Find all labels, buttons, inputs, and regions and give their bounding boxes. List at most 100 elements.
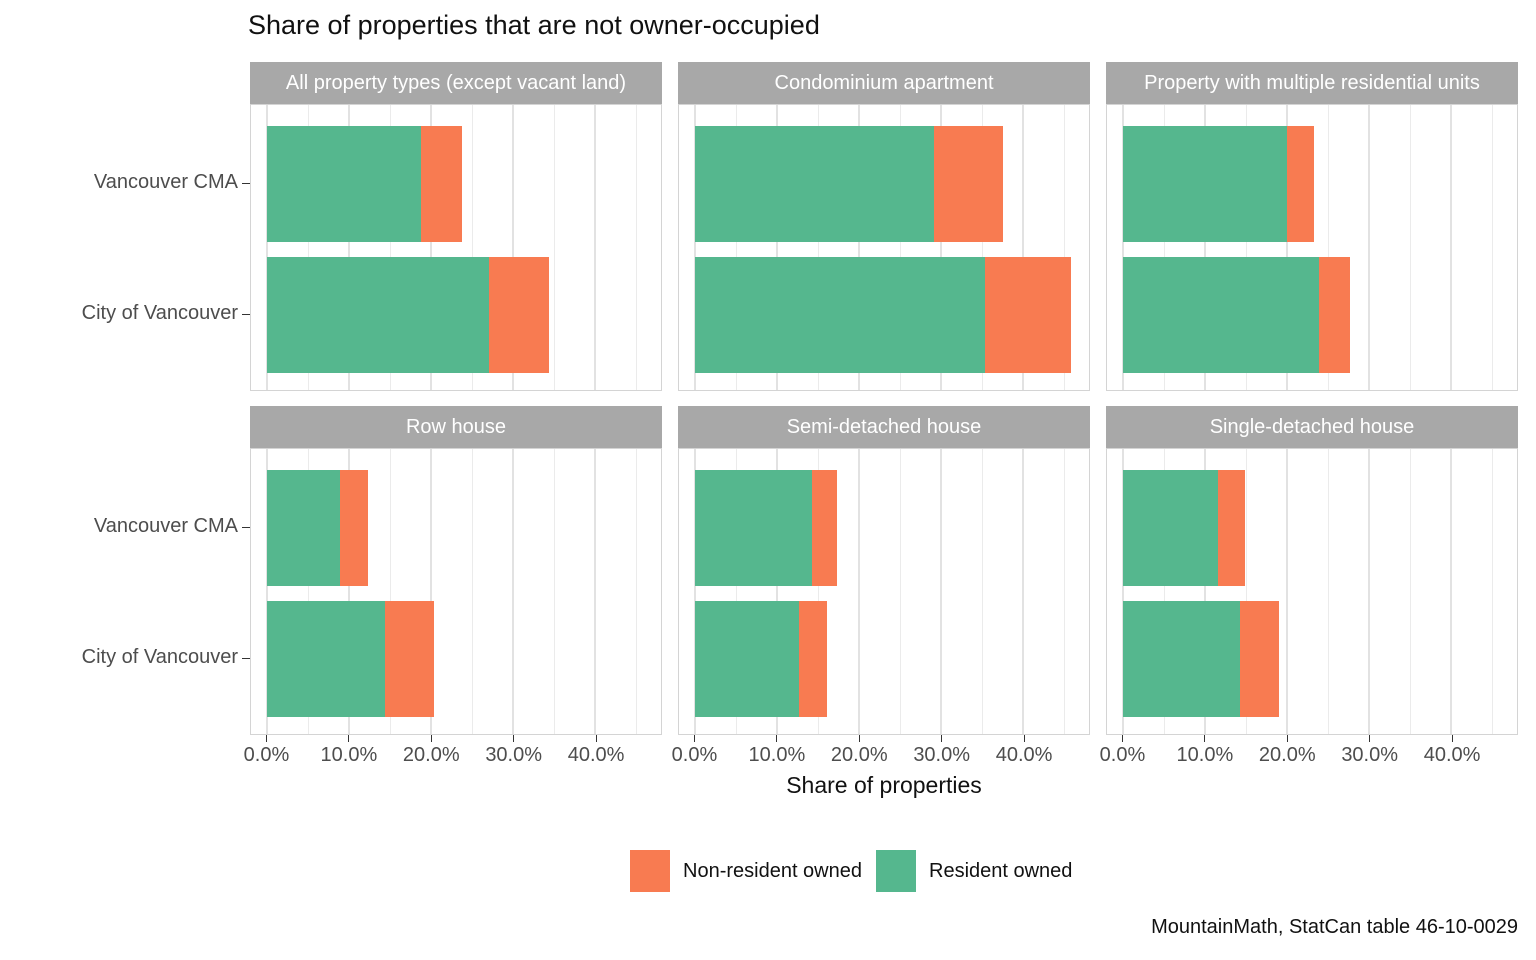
major-gridline [512, 105, 515, 390]
facet-strip-label: Condominium apartment [678, 62, 1090, 104]
non-resident-owned-segment [385, 601, 434, 717]
x-axis-col-1: 0.0% 10.0% 20.0% 30.0% 40.0% [244, 735, 662, 775]
x-tick-mark [265, 735, 267, 742]
major-gridline [1204, 449, 1207, 734]
x-tick-label: 10.0% [748, 744, 806, 766]
bar-vancouver-cma [267, 470, 661, 586]
y-category-label: Vancouver CMA [93, 515, 238, 537]
bar-city-of-vancouver [695, 257, 1089, 373]
y-tick-mark [242, 527, 250, 528]
minor-gridline [554, 449, 556, 734]
major-gridline [1368, 449, 1371, 734]
major-gridline [776, 449, 779, 734]
y-tick-mark [242, 658, 250, 659]
legend-label: Non-resident owned [683, 859, 862, 882]
x-axis-title: Share of properties [786, 772, 982, 798]
x-tick-mark [430, 735, 432, 742]
non-resident-owned-segment [934, 126, 1003, 242]
minor-gridline [1164, 105, 1166, 390]
minor-gridline [1492, 105, 1494, 390]
major-gridline [1122, 105, 1125, 390]
major-gridline [694, 105, 697, 390]
x-tick-label: 10.0% [320, 744, 378, 766]
non-resident-owned-segment [420, 126, 462, 242]
minor-gridline [1246, 105, 1248, 390]
x-tick-label: 20.0% [830, 744, 888, 766]
non-resident-owned-segment [798, 601, 827, 717]
facet-all-property-types: All property types (except vacant land) [250, 62, 662, 391]
major-gridline [940, 105, 943, 390]
x-tick-label: 0.0% [671, 744, 718, 766]
resident-owned-segment [1123, 601, 1240, 717]
minor-gridline [982, 105, 984, 390]
source-caption: MountainMath, StatCan table 46-10-0029 [1151, 916, 1518, 938]
minor-gridline [308, 105, 310, 390]
x-tick-mark [693, 735, 695, 742]
non-resident-owned-segment [811, 470, 838, 586]
plot-panel [678, 448, 1090, 735]
minor-gridline [818, 105, 820, 390]
x-tick-label: 0.0% [1099, 744, 1146, 766]
non-resident-owned-segment [1318, 257, 1350, 373]
plot-panel [678, 104, 1090, 391]
resident-owned-segment [1123, 126, 1288, 242]
resident-owned-segment [695, 126, 934, 242]
major-gridline [1450, 105, 1453, 390]
major-gridline [1286, 105, 1289, 390]
resident-owned-segment [1123, 257, 1319, 373]
x-tick-mark [858, 735, 860, 742]
minor-gridline [1328, 449, 1330, 734]
x-tick-mark [1023, 735, 1025, 742]
x-tick-label: 40.0% [995, 744, 1053, 766]
minor-gridline [1492, 449, 1494, 734]
minor-gridline [636, 105, 638, 390]
x-tick-label: 30.0% [1341, 744, 1399, 766]
bar-city-of-vancouver [267, 257, 661, 373]
major-gridline [266, 449, 269, 734]
resident-owned-segment [1123, 470, 1218, 586]
minor-gridline [1246, 449, 1248, 734]
x-tick-mark [1121, 735, 1123, 742]
plot-panel [250, 448, 662, 735]
major-gridline [858, 449, 861, 734]
legend-item-non-resident: Non-resident owned [630, 850, 862, 892]
plot-panel [1106, 104, 1518, 391]
x-tick-label: 20.0% [402, 744, 460, 766]
bar-city-of-vancouver [695, 601, 1089, 717]
y-tick-mark [242, 183, 250, 184]
minor-gridline [390, 449, 392, 734]
facet-strip-label: Row house [250, 406, 662, 448]
minor-gridline [1328, 105, 1330, 390]
x-tick-mark [348, 735, 350, 742]
minor-gridline [900, 449, 902, 734]
major-gridline [1122, 449, 1125, 734]
minor-gridline [1164, 449, 1166, 734]
non-resident-owned-segment [1217, 470, 1245, 586]
bar-vancouver-cma [267, 126, 661, 242]
legend-item-resident: Resident owned [876, 850, 1072, 892]
x-tick-label: 0.0% [243, 744, 290, 766]
chart-title: Share of properties that are not owner-o… [248, 10, 820, 40]
major-gridline [940, 449, 943, 734]
resident-owned-segment [695, 257, 985, 373]
bar-vancouver-cma [695, 126, 1089, 242]
minor-gridline [736, 105, 738, 390]
minor-gridline [982, 449, 984, 734]
bar-vancouver-cma [1123, 470, 1517, 586]
facet-strip-label: Semi-detached house [678, 406, 1090, 448]
y-category-label: Vancouver CMA [93, 171, 238, 193]
bar-vancouver-cma [1123, 126, 1517, 242]
x-tick-mark [1204, 735, 1206, 742]
minor-gridline [1064, 449, 1066, 734]
major-gridline [348, 105, 351, 390]
resident-owned-segment [695, 601, 799, 717]
major-gridline [1204, 105, 1207, 390]
facet-multiple-residential-units: Property with multiple residential units [1106, 62, 1518, 391]
legend: Non-resident owned Resident owned [630, 850, 1072, 892]
x-tick-mark [941, 735, 943, 742]
major-gridline [430, 105, 433, 390]
x-axis-col-2: 0.0% 10.0% 20.0% 30.0% 40.0% [672, 735, 1090, 775]
non-resident-owned-segment [488, 257, 550, 373]
bar-city-of-vancouver [1123, 257, 1517, 373]
